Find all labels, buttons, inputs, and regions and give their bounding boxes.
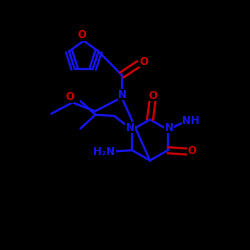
Text: O: O xyxy=(188,146,196,156)
Text: H₂N: H₂N xyxy=(93,147,115,157)
Text: O: O xyxy=(140,57,149,67)
Text: O: O xyxy=(149,91,158,101)
Text: NH: NH xyxy=(182,116,200,126)
Text: N: N xyxy=(118,90,127,100)
Text: N: N xyxy=(126,123,134,133)
Text: N: N xyxy=(165,123,173,133)
Text: O: O xyxy=(65,92,74,102)
Text: O: O xyxy=(78,30,86,40)
